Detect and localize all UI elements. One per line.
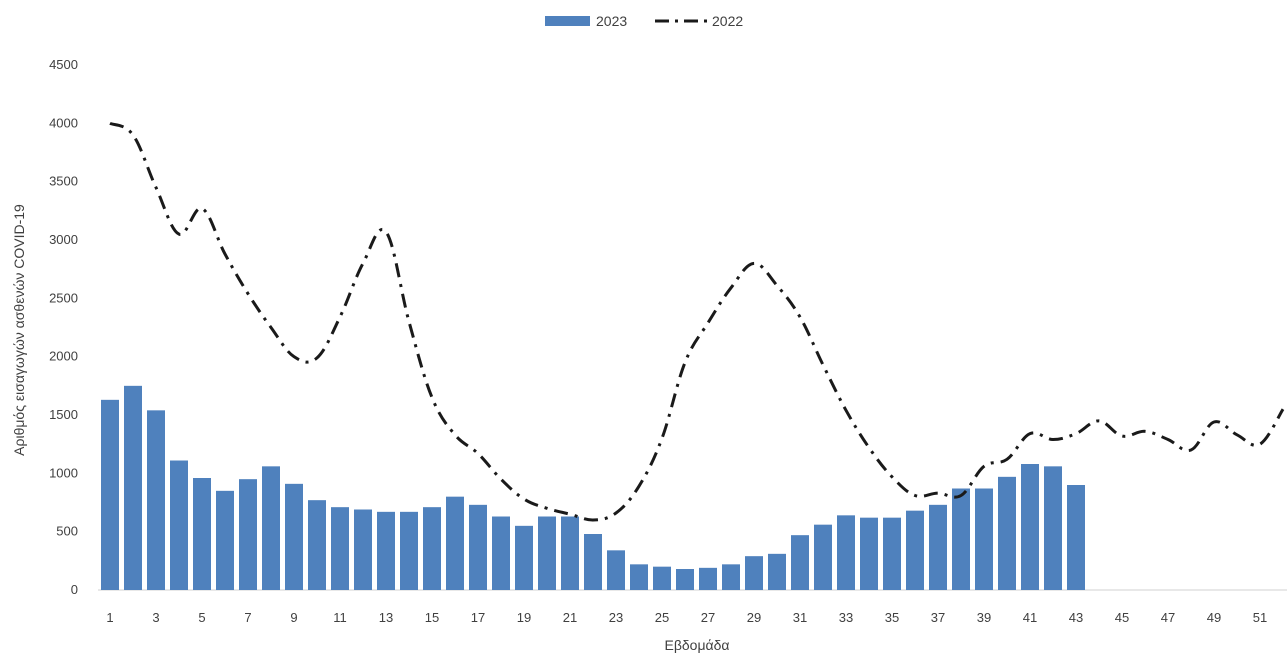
- bar: [1067, 485, 1085, 590]
- x-tick-label: 17: [471, 610, 485, 625]
- bar: [239, 479, 257, 590]
- x-tick-label: 25: [655, 610, 669, 625]
- x-tick-label: 33: [839, 610, 853, 625]
- bar: [1021, 464, 1039, 590]
- legend: 2023 2022: [545, 13, 743, 29]
- x-tick-label: 49: [1207, 610, 1221, 625]
- y-tick-label: 1000: [49, 465, 78, 480]
- bar: [147, 410, 165, 590]
- y-tick-label: 4500: [49, 57, 78, 72]
- x-tick-label: 23: [609, 610, 623, 625]
- bar: [837, 515, 855, 590]
- x-tick-label: 19: [517, 610, 531, 625]
- bar: [538, 516, 556, 590]
- bar: [193, 478, 211, 590]
- bar: [906, 510, 924, 590]
- bar: [975, 488, 993, 590]
- bar: [952, 488, 970, 590]
- bar: [469, 504, 487, 590]
- legend-label-2023: 2023: [596, 13, 627, 29]
- bar: [814, 524, 832, 590]
- y-tick-label: 0: [71, 582, 78, 597]
- bar: [883, 517, 901, 590]
- y-tick-label: 3500: [49, 174, 78, 189]
- y-axis: 0 500 1000 1500 2000 2500 3000 3500 4000 4500: [49, 57, 78, 597]
- bar: [216, 490, 234, 590]
- bar: [998, 476, 1016, 590]
- x-tick-label: 45: [1115, 610, 1129, 625]
- y-axis-title: Αριθμός εισαγωγών ασθενών COVID-19: [11, 204, 27, 456]
- bar: [446, 496, 464, 590]
- bar: [1044, 466, 1062, 590]
- bar: [768, 553, 786, 590]
- bar: [584, 534, 602, 590]
- bar: [653, 566, 671, 590]
- x-tick-label: 21: [563, 610, 577, 625]
- bar: [101, 399, 119, 590]
- bar: [630, 564, 648, 590]
- bar: [377, 511, 395, 590]
- line-series-2022: [109, 121, 1285, 522]
- bar: [262, 466, 280, 590]
- x-tick-label: 47: [1161, 610, 1175, 625]
- bar: [515, 525, 533, 590]
- bar: [423, 507, 441, 590]
- bar: [929, 504, 947, 590]
- x-tick-label: 15: [425, 610, 439, 625]
- bar-series-2023: [101, 385, 1085, 590]
- bar: [699, 567, 717, 590]
- y-tick-label: 4000: [49, 115, 78, 130]
- line-2022: [109, 121, 1285, 522]
- x-tick-label: 27: [701, 610, 715, 625]
- bar: [607, 550, 625, 590]
- x-tick-label: 3: [152, 610, 159, 625]
- y-tick-label: 3000: [49, 232, 78, 247]
- bar: [492, 516, 510, 590]
- bar: [791, 535, 809, 590]
- y-tick-label: 500: [56, 524, 78, 539]
- x-tick-label: 41: [1023, 610, 1037, 625]
- x-tick-label: 37: [931, 610, 945, 625]
- x-tick-label: 51: [1253, 610, 1267, 625]
- legend-label-2022: 2022: [712, 13, 743, 29]
- x-tick-label: 7: [244, 610, 251, 625]
- x-tick-label: 13: [379, 610, 393, 625]
- bar: [170, 460, 188, 590]
- x-tick-label: 1: [106, 610, 113, 625]
- bar: [331, 507, 349, 590]
- x-axis: 1 3 5 7 9 11 13 15 17 19 21 23 25 27 29 31 33 35 37 39 41 43 4…: [98, 589, 1287, 625]
- x-tick-label: 9: [290, 610, 297, 625]
- x-axis-title: Εβδομάδα: [664, 637, 729, 653]
- bar: [308, 500, 326, 590]
- y-tick-label: 2500: [49, 290, 78, 305]
- bar: [285, 483, 303, 590]
- bar: [400, 511, 418, 590]
- x-tick-label: 29: [747, 610, 761, 625]
- bar: [561, 516, 579, 590]
- bar: [860, 517, 878, 590]
- x-tick-label: 31: [793, 610, 807, 625]
- x-tick-label: 39: [977, 610, 991, 625]
- bar: [722, 564, 740, 590]
- bar: [745, 556, 763, 590]
- x-tick-label: 35: [885, 610, 899, 625]
- x-tick-label: 11: [333, 610, 347, 625]
- bar: [676, 569, 694, 590]
- y-tick-label: 2000: [49, 349, 78, 364]
- x-tick-label: 43: [1069, 610, 1083, 625]
- bar: [354, 509, 372, 590]
- legend-swatch-2023: [545, 16, 590, 26]
- x-tick-label: 5: [198, 610, 205, 625]
- y-tick-label: 1500: [49, 407, 78, 422]
- bar: [124, 385, 142, 590]
